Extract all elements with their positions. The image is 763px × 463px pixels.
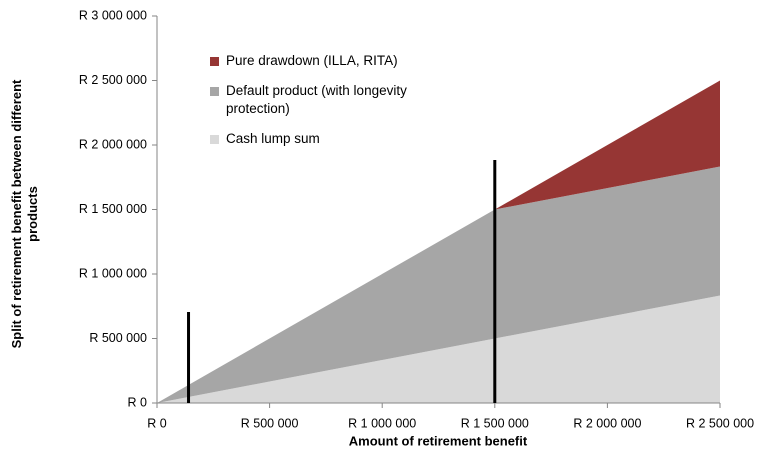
legend-label: Pure drawdown (ILLA, RITA) (226, 53, 398, 68)
area (157, 295, 720, 403)
legend-swatch (210, 57, 219, 66)
y-tick-label: R 1 500 000 (79, 202, 147, 216)
legend-swatch (210, 87, 219, 96)
area (157, 166, 720, 403)
y-tick-label: R 3 000 000 (79, 8, 147, 22)
legend-item: Cash lump sum (210, 130, 470, 148)
x-tick-label: R 2 500 000 (686, 416, 754, 430)
y-tick-label: R 0 (128, 395, 148, 409)
x-tick-label: R 1 500 000 (461, 416, 529, 430)
legend-item: Default product (with longevity protecti… (210, 82, 470, 118)
y-tick-label: R 2 500 000 (79, 73, 147, 87)
y-axis-title: Split of retirement benefit between diff… (9, 79, 40, 349)
x-tick-label: R 2 000 000 (573, 416, 641, 430)
x-tick-label: R 1 000 000 (348, 416, 416, 430)
area (157, 80, 720, 403)
y-tick-label: R 2 000 000 (79, 137, 147, 151)
x-tick-label: R 0 (147, 416, 167, 430)
legend: Pure drawdown (ILLA, RITA) Default produc… (210, 52, 470, 160)
areas (157, 80, 720, 403)
y-tick-label: R 500 000 (89, 331, 147, 345)
legend-label: Cash lump sum (226, 131, 320, 146)
x-axis-title: Amount of retirement benefit (349, 433, 528, 448)
y-tick-label: R 1 000 000 (79, 266, 147, 280)
legend-item: Pure drawdown (ILLA, RITA) (210, 52, 470, 70)
x-tick-label: R 500 000 (241, 416, 299, 430)
legend-label: Default product (with longevity protecti… (226, 83, 407, 116)
legend-swatch (210, 135, 219, 144)
